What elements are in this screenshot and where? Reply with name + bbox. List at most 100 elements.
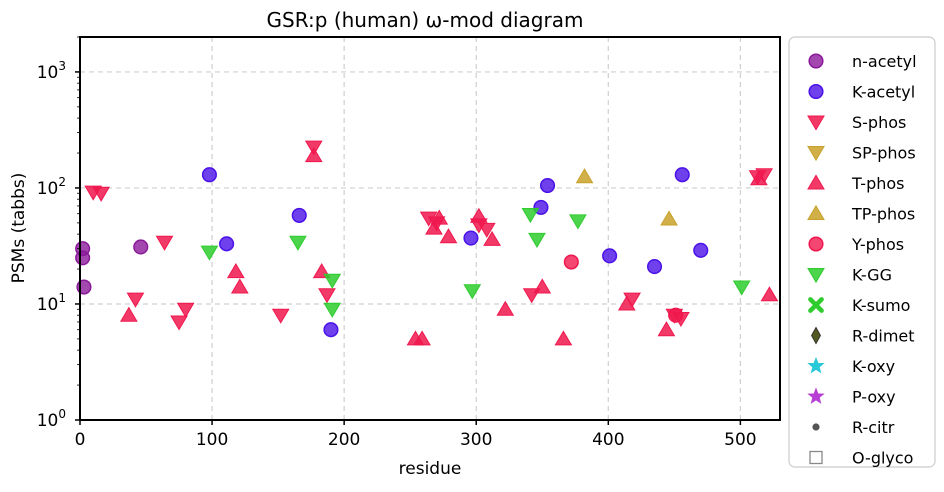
data-point-S-phos (318, 288, 336, 304)
data-point-K-GG (289, 235, 307, 251)
data-point-K-acetyl (463, 230, 479, 246)
data-point-T-phos (617, 295, 636, 311)
data-points (75, 140, 779, 346)
legend-label: P-oxy (852, 388, 896, 407)
legend-item: R-citr (812, 418, 895, 437)
legend-box (788, 36, 936, 468)
data-point-S-phos (176, 302, 195, 318)
legend-item: K-sumo (808, 296, 910, 315)
data-point-K-acetyl (539, 177, 556, 194)
data-point-T-phos (226, 263, 245, 279)
x-tick-label: 300 (460, 430, 492, 450)
legend-item: R-dimet (811, 326, 915, 346)
legend: n-acetyl K-acetyl S-phos SP-phos T-phos TP-ph… (788, 36, 936, 468)
legend-item: K-GG (807, 266, 892, 285)
data-point-K-acetyl (323, 322, 339, 338)
legend-item: P-oxy (807, 387, 896, 407)
data-point-K-GG (521, 208, 540, 224)
x-axis-label: residue (399, 459, 462, 479)
data-point-Y-phos (668, 307, 684, 323)
data-point-T-phos (496, 300, 515, 316)
data-point-K-acetyl (219, 236, 235, 252)
data-point-TP-phos (575, 168, 594, 184)
legend-label: K-sumo (852, 296, 910, 315)
legend-label: TP-phos (851, 205, 915, 224)
data-point-T-phos (749, 170, 768, 186)
legend-marker (808, 53, 824, 69)
legend-marker (807, 356, 825, 374)
data-point-K-GG (463, 284, 482, 300)
data-point-T-phos (304, 147, 323, 163)
data-point-K-acetyl (646, 259, 663, 275)
legend-label: R-dimet (852, 327, 915, 346)
x-axis-ticks: 0 100 200 300 400 500 (75, 420, 757, 450)
data-point-K-acetyl (201, 167, 217, 183)
legend-marker (807, 115, 825, 131)
y-axis-ticks: 100 101 102 103 (37, 36, 80, 431)
legend-item: T-phos (807, 174, 905, 193)
data-point-T-phos (439, 228, 458, 244)
data-point-K-GG (569, 214, 587, 230)
legend-label: K-oxy (852, 357, 895, 376)
data-point-K-GG (323, 302, 342, 318)
legend-marker (808, 83, 824, 100)
legend-item: n-acetyl (808, 52, 917, 71)
data-point-K-GG (528, 232, 546, 249)
legend-item: SP-phos (807, 144, 916, 163)
legend-marker (808, 297, 824, 313)
data-point-T-phos (657, 321, 676, 337)
legend-marker (807, 268, 825, 284)
data-point-T-phos (430, 209, 449, 225)
data-point-Y-phos (563, 254, 579, 270)
data-point-S-phos (477, 222, 496, 238)
data-point-S-phos (92, 186, 111, 202)
data-point-T-phos (119, 306, 138, 322)
data-point-n-acetyl (133, 239, 149, 255)
data-point-T-phos (554, 330, 573, 346)
data-point-K-acetyl (693, 242, 709, 258)
x-tick-label: 400 (592, 430, 624, 450)
data-point-T-phos (760, 286, 779, 302)
data-point-T-phos (230, 278, 249, 294)
legend-item: TP-phos (807, 204, 915, 224)
x-tick-label: 100 (196, 430, 228, 450)
data-point-T-phos (469, 207, 488, 223)
data-point-n-acetyl (75, 250, 91, 266)
legend-marker (807, 174, 825, 190)
x-tick-label: 200 (328, 430, 360, 450)
data-point-K-GG (200, 245, 219, 261)
legend-label: Y-phos (851, 235, 904, 254)
legend-label: O-glyco (852, 449, 913, 468)
legend-label: K-GG (852, 266, 892, 285)
legend-item: K-oxy (807, 356, 895, 376)
legend-marker (807, 204, 825, 220)
legend-label: R-citr (852, 418, 895, 437)
data-point-K-GG (732, 280, 751, 296)
data-point-K-GG (323, 273, 342, 289)
legend-item: Y-phos (808, 235, 904, 254)
legend-marker (812, 423, 820, 431)
data-point-T-phos (533, 278, 552, 294)
x-tick-label: 0 (75, 430, 86, 450)
legend-label: n-acetyl (852, 52, 917, 71)
y-tick-label: 101 (37, 291, 66, 315)
data-point-K-acetyl (602, 248, 618, 264)
legend-marker (811, 326, 821, 345)
data-point-S-phos (126, 292, 145, 308)
legend-item: S-phos (807, 113, 906, 132)
data-point-TP-phos (660, 210, 678, 226)
y-tick-label: 100 (37, 407, 66, 431)
data-point-S-phos (155, 235, 174, 251)
y-axis-label: PSMs (tabbs) (9, 173, 29, 284)
legend-marker (807, 146, 825, 162)
data-point-K-acetyl (291, 207, 307, 223)
legend-item: O-glyco (809, 449, 913, 468)
data-point-K-acetyl (674, 167, 690, 183)
chart-title: GSR:p (human) ω-mod diagram (267, 8, 584, 32)
plot-frame (79, 36, 781, 421)
legend-marker (808, 236, 824, 252)
legend-item: K-acetyl (808, 83, 915, 102)
legend-marker (807, 387, 825, 404)
x-tick-label: 500 (724, 430, 756, 450)
